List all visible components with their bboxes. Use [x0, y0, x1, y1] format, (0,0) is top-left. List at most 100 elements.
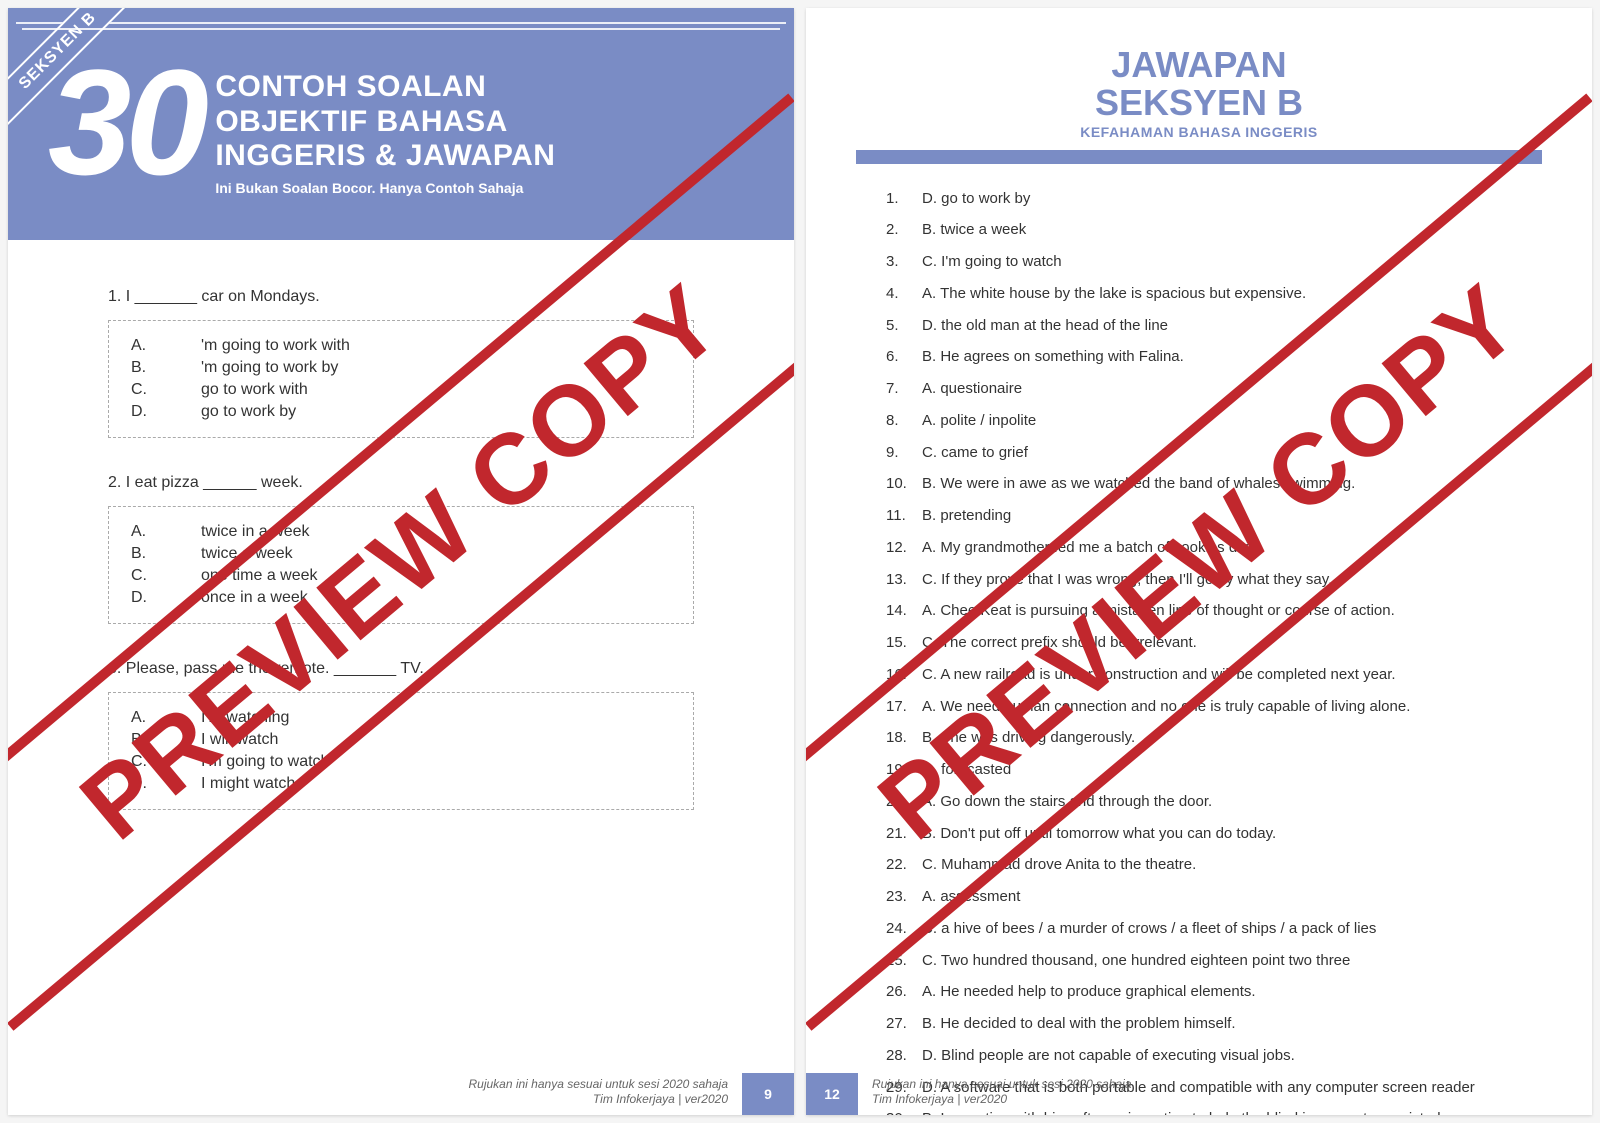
answer-text: D. Blind people are not capable of execu…: [922, 1045, 1482, 1067]
option-letter: D.: [131, 403, 201, 421]
answer-number: 25.: [886, 950, 922, 972]
option-row: C.I'm going to watch: [131, 753, 671, 771]
answer-row: 26.A. He needed help to produce graphica…: [886, 981, 1482, 1003]
option-letter: A.: [131, 337, 201, 355]
option-row: C.go to work with: [131, 381, 671, 399]
option-text: go to work by: [201, 403, 296, 421]
big-number: 30: [48, 62, 203, 182]
answer-row: 23.A. assessment: [886, 886, 1482, 908]
answer-text: C. If they prove that I was wrong, then …: [922, 569, 1482, 591]
title-line2: OBJEKTIF BAHASA: [215, 105, 555, 140]
answer-row: 5.D. the old man at the head of the line: [886, 315, 1482, 337]
answer-text: C. A new railroad is under construction …: [922, 664, 1482, 686]
answer-number: 21.: [886, 823, 922, 845]
footer-note: Rujukan ini hanya sesuai untuk sesi 2020…: [858, 1073, 1592, 1115]
answer-text: C. Muhammad drove Anita to the theatre.: [922, 854, 1482, 876]
answer-text: A. questionaire: [922, 378, 1482, 400]
questions-area: 1. I _______ car on Mondays.A.'m going t…: [8, 240, 794, 810]
answer-text: A. My grandmother fed me a batch of cook…: [922, 537, 1482, 559]
answer-text: C. came to grief: [922, 442, 1482, 464]
option-letter: D.: [131, 589, 201, 607]
option-row: B.twice a week: [131, 545, 671, 563]
footer-note-line2: Tim Infokerjaya | ver2020: [872, 1092, 1592, 1107]
option-text: twice in a week: [201, 523, 310, 541]
answer-number: 24.: [886, 918, 922, 940]
option-row: B.I will watch: [131, 731, 671, 749]
answer-number: 22.: [886, 854, 922, 876]
answer-row: 25.C. Two hundred thousand, one hundred …: [886, 950, 1482, 972]
page-left: SEKSYEN B 30 CONTOH SOALAN OBJEKTIF BAHA…: [8, 8, 794, 1115]
question-text: 2. I eat pizza ______ week.: [108, 474, 694, 492]
answer-number: 9.: [886, 442, 922, 464]
answer-row: 27.B. He decided to deal with the proble…: [886, 1013, 1482, 1035]
answer-row: 2.B. twice a week: [886, 219, 1482, 241]
footer-note-line1: Rujukan ini hanya sesuai untuk sesi 2020…: [8, 1077, 728, 1092]
answer-text: C. The correct prefix should be irreleva…: [922, 632, 1482, 654]
option-text: I'm watching: [201, 709, 289, 727]
answer-number: 15.: [886, 632, 922, 654]
answer-text: B. We were in awe as we watched the band…: [922, 473, 1482, 495]
answer-number: 19.: [886, 759, 922, 781]
page-right: JAWAPAN SEKSYEN B KEFAHAMAN BAHASA INGGE…: [806, 8, 1592, 1115]
answer-text: A. Chee Keat is pursuing a mistaken line…: [922, 600, 1482, 622]
answer-text: A. The white house by the lake is spacio…: [922, 283, 1482, 305]
answer-row: 18.B. She was driving dangerously.: [886, 727, 1482, 749]
option-text: go to work with: [201, 381, 308, 399]
answer-row: 15.C. The correct prefix should be irrel…: [886, 632, 1482, 654]
page-number: 9: [742, 1073, 794, 1115]
answer-number: 7.: [886, 378, 922, 400]
option-letter: B.: [131, 545, 201, 563]
answer-number: 2.: [886, 219, 922, 241]
answer-text: B. She was driving dangerously.: [922, 727, 1482, 749]
answer-number: 10.: [886, 473, 922, 495]
answer-number: 18.: [886, 727, 922, 749]
answer-text: A. Go down the stairs and through the do…: [922, 791, 1482, 813]
answer-text: B. Don't put off until tomorrow what you…: [922, 823, 1482, 845]
option-row: B.'m going to work by: [131, 359, 671, 377]
answer-number: 16.: [886, 664, 922, 686]
option-row: D.I might watch: [131, 775, 671, 793]
question: 2. I eat pizza ______ week. A.twice in a …: [108, 474, 694, 624]
answer-row: 17.A. We need human connection and no on…: [886, 696, 1482, 718]
option-text: one time a week: [201, 567, 318, 585]
answer-number: 11.: [886, 505, 922, 527]
options-box: A.'m going to work withB.'m going to wor…: [108, 320, 694, 438]
answer-number: 6.: [886, 346, 922, 368]
answer-row: 6.B. He agrees on something with Falina.: [886, 346, 1482, 368]
answer-number: 20.: [886, 791, 922, 813]
question: 3. Please, pass me the remote. _______ T…: [108, 660, 694, 810]
option-letter: C.: [131, 381, 201, 399]
option-text: I will watch: [201, 731, 278, 749]
answer-number: 3.: [886, 251, 922, 273]
answer-row: 4.A. The white house by the lake is spac…: [886, 283, 1482, 305]
answer-row: 1.D. go to work by: [886, 188, 1482, 210]
answer-row: 24.C. a hive of bees / a murder of crows…: [886, 918, 1482, 940]
option-letter: D.: [131, 775, 201, 793]
answer-text: A. assessment: [922, 886, 1482, 908]
option-row: A.twice in a week: [131, 523, 671, 541]
answer-text: B. He agrees on something with Falina.: [922, 346, 1482, 368]
answer-text: B. He decided to deal with the problem h…: [922, 1013, 1482, 1035]
footer-right: 12 Rujukan ini hanya sesuai untuk sesi 2…: [806, 1073, 1592, 1115]
answer-number: 8.: [886, 410, 922, 432]
answer-number: 27.: [886, 1013, 922, 1035]
answers-subtitle: KEFAHAMAN BAHASA INGGERIS: [806, 124, 1592, 140]
answer-number: 23.: [886, 886, 922, 908]
subtitle: Ini Bukan Soalan Bocor. Hanya Contoh Sah…: [215, 180, 555, 196]
answer-text: B. pretending: [922, 505, 1482, 527]
question-text: 3. Please, pass me the remote. _______ T…: [108, 660, 694, 678]
blue-bar: [856, 150, 1542, 164]
answer-text: C. I'm going to watch: [922, 251, 1482, 273]
answer-row: 7.A. questionaire: [886, 378, 1482, 400]
title-line3: INGGERIS & JAWAPAN: [215, 139, 555, 174]
title-block: CONTOH SOALAN OBJEKTIF BAHASA INGGERIS &…: [215, 70, 555, 196]
option-text: I might watch: [201, 775, 295, 793]
options-box: A.I'm watchingB.I will watchC.I'm going …: [108, 692, 694, 810]
option-text: I'm going to watch: [201, 753, 329, 771]
answer-text: D. the old man at the head of the line: [922, 315, 1482, 337]
footer-note-line2: Tim Infokerjaya | ver2020: [8, 1092, 728, 1107]
answer-row: 9.C. came to grief: [886, 442, 1482, 464]
option-letter: B.: [131, 359, 201, 377]
option-letter: C.: [131, 567, 201, 585]
answer-row: 22.C. Muhammad drove Anita to the theatr…: [886, 854, 1482, 876]
